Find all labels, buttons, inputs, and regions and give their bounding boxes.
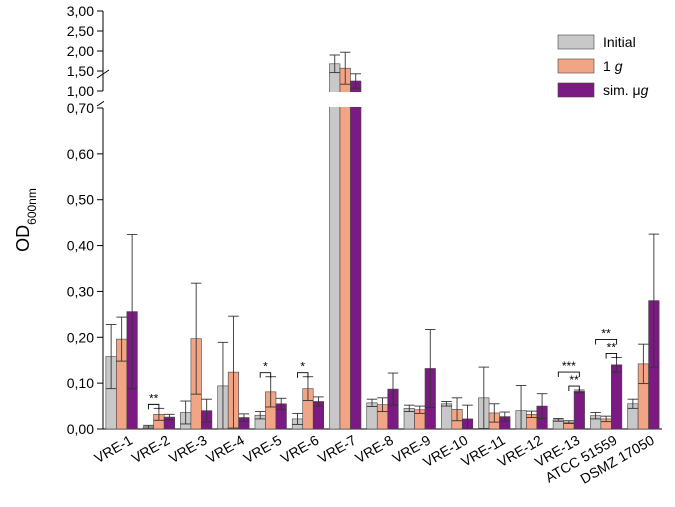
significance-bracket: [557, 371, 580, 378]
y-tick-label: 0,50: [67, 192, 94, 208]
axes: 0,00 0,10 0,20 0,30 0,40 0,50 0,60 0,701,00 1,50…: [67, 3, 662, 437]
significance-bracket: [259, 372, 272, 378]
legend-label-part: g: [641, 82, 649, 98]
y-tick-label: 0,30: [67, 283, 94, 299]
legend-swatch: [557, 34, 595, 50]
y-tick-label: 2,00: [67, 43, 94, 59]
significance-label: **: [607, 340, 617, 354]
axis-break-gap: [104, 92, 663, 107]
y-tick-label: 2,50: [67, 23, 94, 39]
legend-label-part: 1: [603, 58, 615, 74]
x-tick-label: VRE-7: [315, 432, 359, 467]
significance-label: *: [263, 360, 268, 374]
significance-brackets: *** **********: [147, 326, 618, 410]
legend-label-part: g: [615, 58, 623, 74]
legend-label-part: Initial: [603, 34, 636, 50]
x-tick-label: VRE-4: [203, 432, 247, 467]
x-tick-label: VRE-5: [240, 432, 284, 467]
y-tick-label: 0,70: [67, 100, 94, 116]
y-axis-title-main: OD: [13, 225, 33, 252]
y-tick-label: 0,40: [67, 238, 94, 254]
bar: [440, 403, 453, 430]
significance-label: **: [149, 391, 159, 405]
legend-label: sim. μg: [603, 82, 649, 98]
significance-bracket: [595, 339, 618, 345]
x-tick-label: VRE-6: [278, 432, 322, 467]
x-tick-label: VRE-8: [352, 432, 396, 467]
x-tick-label: VRE-3: [166, 432, 210, 467]
legend-label: Initial: [603, 34, 636, 50]
y-tick-label: 0,10: [67, 375, 94, 391]
bar: [573, 391, 585, 430]
legend-label-part: sim. μ: [603, 82, 641, 98]
y-tick-label: 1,50: [67, 63, 94, 79]
legend-swatch: [557, 82, 595, 98]
significance-label: ***: [562, 359, 576, 373]
category-labels: VRE-1VRE-2VRE-3VRE-4VRE-5VRE-6VRE-7VRE-8…: [91, 432, 657, 487]
significance-bracket: [568, 385, 580, 392]
y-axis-title-subscript: 600nm: [25, 188, 39, 225]
y-tick-label: 0,20: [67, 329, 94, 345]
bar: [611, 364, 623, 430]
y-axis-title: OD600nm: [13, 188, 39, 252]
significance-label: *: [300, 360, 305, 374]
significance-label: **: [601, 326, 611, 340]
significance-bracket: [297, 372, 309, 378]
bar: [339, 67, 351, 430]
significance-bracket: [605, 353, 618, 359]
significance-bracket: [147, 403, 160, 410]
bar: [350, 80, 362, 430]
axis-break-mark: [96, 69, 110, 79]
error-bars: [104, 51, 663, 430]
y-tick-label: 0,00: [67, 421, 94, 437]
x-tick-label: VRE-1: [91, 432, 135, 467]
significance-label: **: [569, 373, 579, 387]
legend-label: 1 g: [603, 58, 623, 74]
y-tick-label: 1,00: [67, 83, 94, 99]
bar: [329, 63, 341, 430]
svg-text:OD600nm: OD600nm: [13, 188, 39, 252]
x-tick-label: VRE-2: [129, 432, 173, 467]
y-tick-label: 3,00: [67, 3, 94, 19]
y-tick-label: 0,60: [67, 146, 94, 162]
legend-swatch: [557, 58, 595, 74]
